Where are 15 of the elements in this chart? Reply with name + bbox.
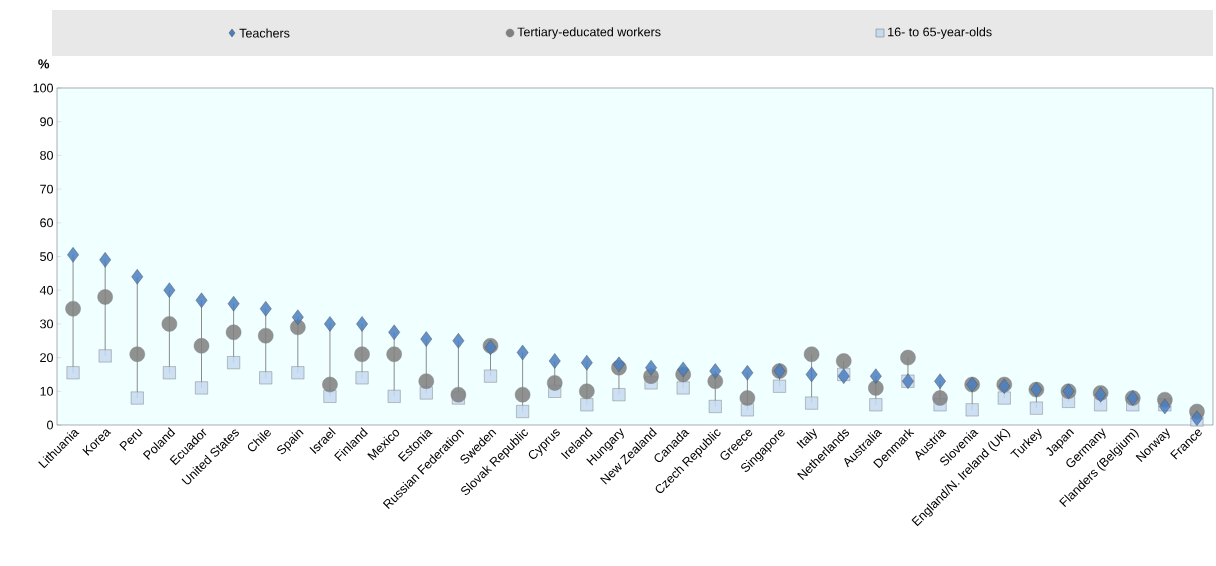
legend-label: Tertiary-educated workers <box>517 27 661 39</box>
y-axis-title: % <box>38 59 50 69</box>
legend-label: Teachers <box>239 28 290 38</box>
y-tick-label: 40 <box>39 285 53 295</box>
y-tick-label: 90 <box>40 117 53 127</box>
y-tick-label: 60 <box>40 218 53 228</box>
y-tick-label: 100 <box>33 83 53 93</box>
y-tick-label: 70 <box>40 184 53 194</box>
y-tick-label: 20 <box>40 353 53 363</box>
y-tick-label: 30 <box>40 319 53 329</box>
y-tick-label: 50 <box>40 252 53 261</box>
legend-label: 16- to 65-year-olds <box>888 27 992 39</box>
y-tick-label: 10 <box>40 386 53 396</box>
y-tick-label: 80 <box>40 150 53 160</box>
y-tick-label: 0 <box>47 420 53 430</box>
